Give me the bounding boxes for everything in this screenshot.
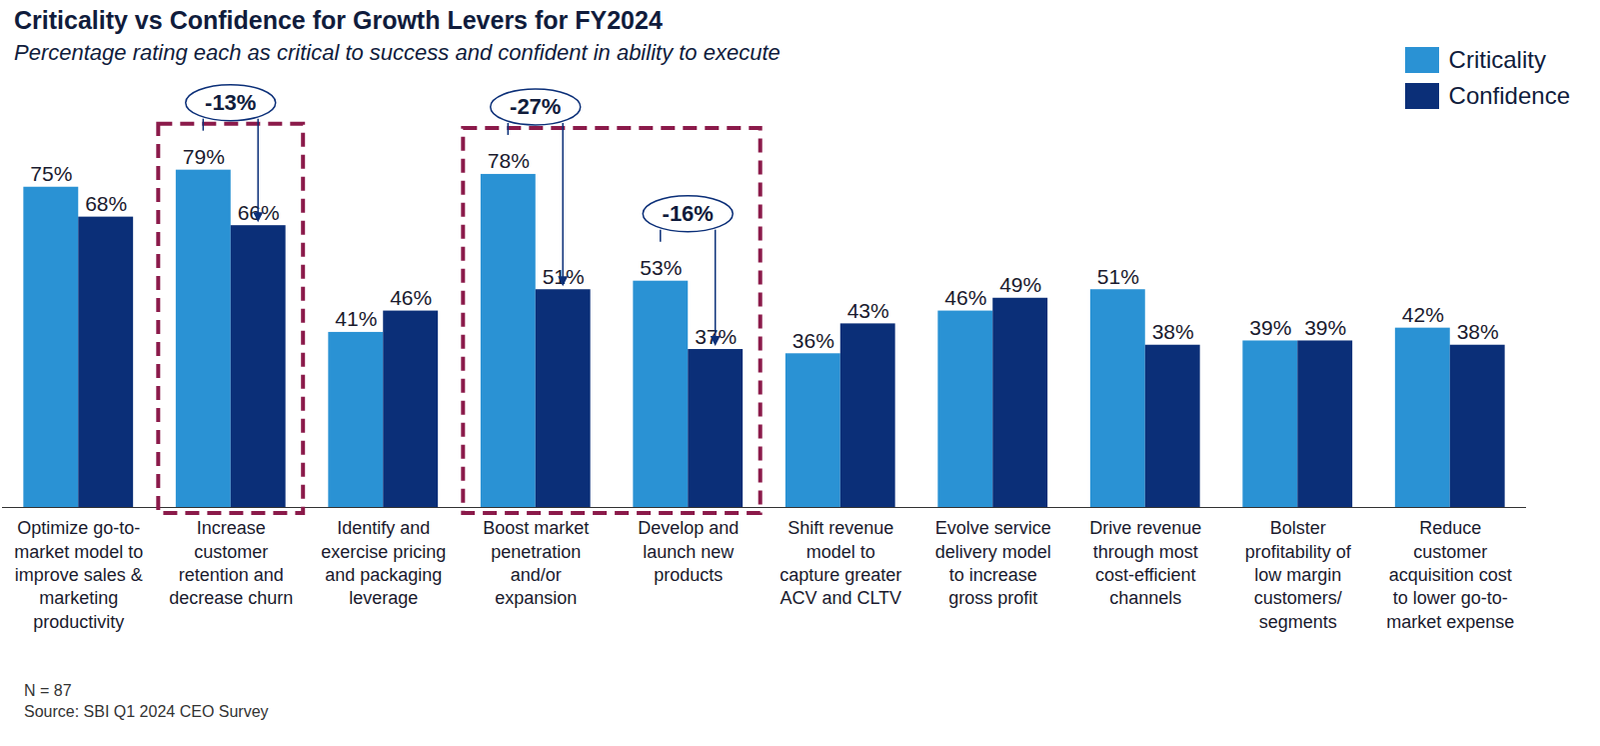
svg-text:Shift revenuemodel tocapture g: Shift revenuemodel tocapture greaterACV … xyxy=(779,517,902,608)
svg-text:Increasecustomerretention andd: Increasecustomerretention anddecrease ch… xyxy=(168,517,293,608)
svg-text:37%: 37% xyxy=(694,324,737,348)
svg-text:Optimize go-to-market model to: Optimize go-to-market model toimprove sa… xyxy=(13,517,143,632)
svg-text:Drive revenuethrough mostcost-: Drive revenuethrough mostcost-efficientc… xyxy=(1089,517,1202,608)
svg-text:46%: 46% xyxy=(389,285,432,309)
svg-text:36%: 36% xyxy=(792,328,835,352)
svg-text:39%: 39% xyxy=(1249,315,1292,339)
svg-text:66%: 66% xyxy=(237,200,280,224)
svg-text:53%: 53% xyxy=(639,255,682,279)
html-text:Source: SBI Q1 2024 CEO Survey: Source: SBI Q1 2024 CEO Survey xyxy=(23,702,269,720)
svg-text:51%: 51% xyxy=(1097,264,1140,288)
html-text:Criticality: Criticality xyxy=(1448,45,1546,73)
svg-text:Identify andexercise pricingan: Identify andexercise pricingand packagin… xyxy=(320,517,446,608)
svg-text:38%: 38% xyxy=(1457,319,1500,343)
svg-text:Boost marketpenetrationand/ore: Boost marketpenetrationand/orexpansion xyxy=(482,517,589,608)
svg-text:68%: 68% xyxy=(84,191,127,215)
svg-text:39%: 39% xyxy=(1304,315,1347,339)
html-text:Confidence: Confidence xyxy=(1448,81,1571,109)
html-text:N = 87: N = 87 xyxy=(23,681,72,699)
svg-text:78%: 78% xyxy=(487,148,530,172)
svg-text:41%: 41% xyxy=(334,306,377,330)
svg-text:46%: 46% xyxy=(944,285,987,309)
svg-text:Evolve servicedelivery modelto: Evolve servicedelivery modelto increaseg… xyxy=(935,517,1052,608)
svg-text:42%: 42% xyxy=(1402,302,1445,326)
svg-text:-16%: -16% xyxy=(662,200,714,226)
svg-text:Develop andlaunch newproducts: Develop andlaunch newproducts xyxy=(637,517,739,585)
svg-text:-27%: -27% xyxy=(509,93,561,119)
svg-text:51%: 51% xyxy=(542,264,585,288)
svg-text:49%: 49% xyxy=(999,272,1042,296)
svg-text:Bolsterprofitability oflow mar: Bolsterprofitability oflow margincustome… xyxy=(1245,517,1353,632)
svg-text:-13%: -13% xyxy=(204,89,256,115)
svg-text:Reducecustomeracquisition cost: Reducecustomeracquisition costto lower g… xyxy=(1386,517,1515,632)
html-text:Criticality vs Confidence for: Criticality vs Confidence for Growth Lev… xyxy=(13,5,663,34)
svg-text:79%: 79% xyxy=(182,144,225,168)
html-text:Percentage rating each as crit: Percentage rating each as critical to su… xyxy=(13,39,781,65)
svg-text:38%: 38% xyxy=(1152,319,1195,343)
svg-text:75%: 75% xyxy=(29,161,72,185)
svg-text:43%: 43% xyxy=(847,298,890,322)
